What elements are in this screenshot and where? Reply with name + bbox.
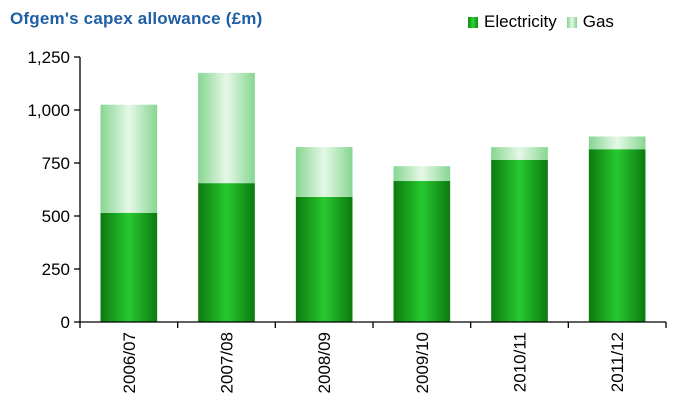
y-tick-label: 1,250 (27, 48, 70, 67)
legend-swatch-electricity (468, 16, 478, 28)
bar-electricity-2011-12 (588, 149, 646, 322)
bar-gas-2011-12 (588, 136, 646, 150)
bar-electricity-2007-08 (198, 183, 255, 322)
bar-gas-2007-08 (198, 72, 255, 184)
y-tick-label: 750 (42, 154, 70, 173)
y-tick-label: 0 (61, 313, 70, 332)
bar-electricity-2010-11 (491, 159, 548, 322)
bar-gas-2006-07 (100, 104, 158, 213)
bar-electricity-2006-07 (100, 212, 158, 322)
legend-swatch-gas (566, 16, 577, 28)
x-tick-label: 2010/11 (511, 332, 530, 392)
axes-layer: 0 250 500 750 1,000 1,250 2006/07 2007/08 2008/0… (27, 48, 667, 393)
bar-electricity-2009-10 (393, 181, 451, 322)
legend-label-electricity: Electricity (484, 12, 557, 31)
legend: Electricity Gas (468, 12, 624, 32)
x-tick-label: 2008/09 (315, 332, 334, 393)
bar-gas-2008-09 (295, 147, 353, 197)
chart-title: Ofgem's capex allowance (£m) (10, 9, 263, 28)
y-tick-label: 250 (42, 260, 70, 279)
x-tick-label: 2006/07 (120, 332, 139, 393)
bars-layer (100, 72, 646, 322)
y-tick-label: 1,000 (27, 101, 70, 120)
x-tick-label: 2011/12 (608, 332, 627, 392)
legend-item-electricity: Electricity (468, 12, 557, 32)
x-tick-label: 2007/08 (218, 332, 237, 393)
bar-electricity-2008-09 (295, 196, 353, 322)
legend-item-gas: Gas (566, 12, 614, 32)
x-tick-label: 2009/10 (413, 332, 432, 393)
bar-gas-2009-10 (393, 166, 451, 182)
bar-gas-2010-11 (491, 147, 548, 160)
y-tick-label: 500 (42, 207, 70, 226)
legend-label-gas: Gas (582, 12, 614, 31)
